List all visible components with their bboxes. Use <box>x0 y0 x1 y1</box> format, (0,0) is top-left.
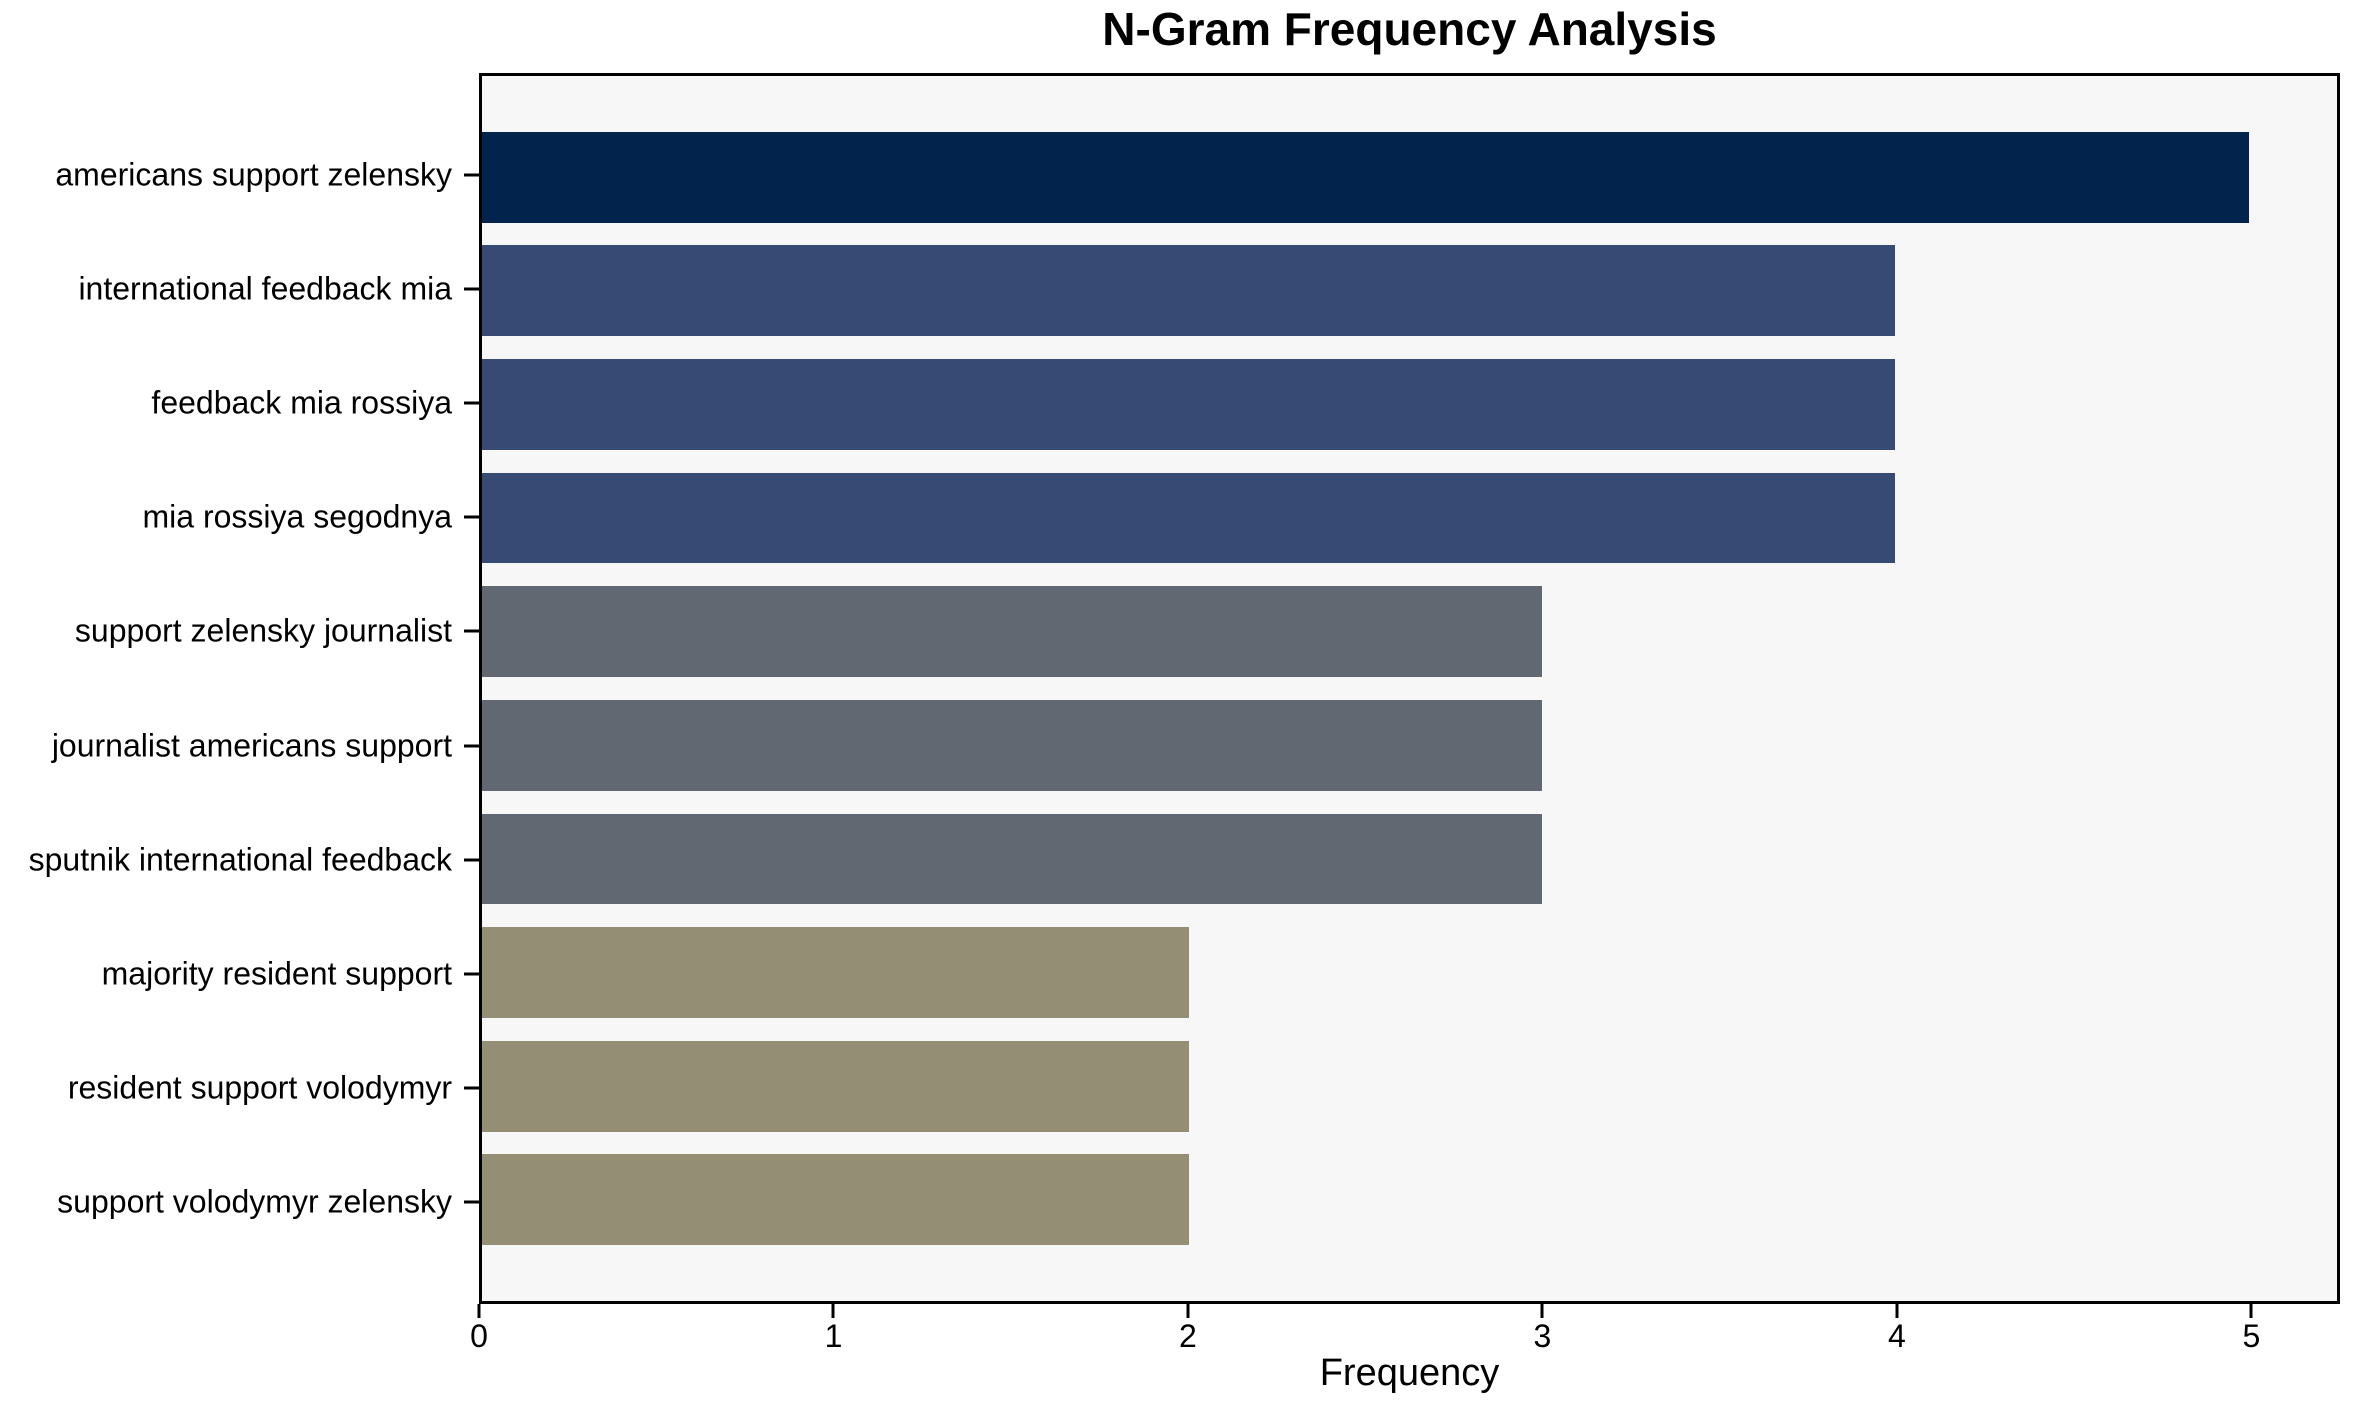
y-tick <box>464 401 479 405</box>
x-tick-label: 1 <box>824 1318 843 1354</box>
x-tick-label: 2 <box>1179 1318 1197 1354</box>
bar <box>482 245 1896 337</box>
y-tick <box>464 629 479 633</box>
y-tick <box>464 858 479 862</box>
x-tick-label: 4 <box>1887 1318 1906 1354</box>
y-tick-label: feedback mia rossiya <box>151 384 452 421</box>
y-tick-label: majority resident support <box>101 955 452 992</box>
y-tick-label: americans support zelensky <box>55 156 452 193</box>
y-axis-labels: americans support zelensky international … <box>0 73 452 1304</box>
y-tick <box>464 173 479 177</box>
y-axis-ticks <box>464 73 479 1304</box>
x-tick <box>1540 1304 1544 1318</box>
chart-title: N-Gram Frequency Analysis <box>1102 3 1717 55</box>
plot-area <box>479 73 2340 1304</box>
x-tick-label: 5 <box>2242 1318 2261 1354</box>
bar <box>482 813 1542 905</box>
x-tick <box>831 1304 835 1318</box>
y-tick <box>464 972 479 976</box>
x-tick <box>1895 1304 1899 1318</box>
bar <box>482 472 1896 564</box>
bar <box>482 1154 1189 1246</box>
x-axis-title: Frequency <box>1319 1352 1500 1394</box>
y-tick-label: sputnik international feedback <box>28 841 452 878</box>
y-tick-label: support zelensky journalist <box>74 612 452 649</box>
y-tick <box>464 744 479 748</box>
x-tick <box>1186 1304 1190 1318</box>
bar <box>482 699 1542 791</box>
y-tick-label: journalist americans support <box>51 727 452 764</box>
y-tick <box>464 515 479 519</box>
bar <box>482 131 2249 223</box>
bar <box>482 927 1189 1019</box>
y-tick-label: support volodymyr zelensky <box>57 1183 452 1220</box>
x-tick-label: 3 <box>1533 1318 1552 1354</box>
x-axis-ticks: 0 1 2 3 4 5 <box>470 1304 2340 1414</box>
bar <box>482 1040 1189 1132</box>
bar <box>482 586 1542 678</box>
y-tick-label: resident support volodymyr <box>67 1069 452 1106</box>
y-tick <box>464 1086 479 1090</box>
y-tick-label: mia rossiya segodnya <box>142 498 452 535</box>
bar <box>482 358 1896 450</box>
x-tick-label: 0 <box>470 1318 488 1354</box>
y-tick <box>464 1200 479 1204</box>
x-tick <box>477 1304 481 1318</box>
y-tick <box>464 287 479 291</box>
y-tick-label: international feedback mia <box>78 270 452 307</box>
x-tick <box>2249 1304 2253 1318</box>
